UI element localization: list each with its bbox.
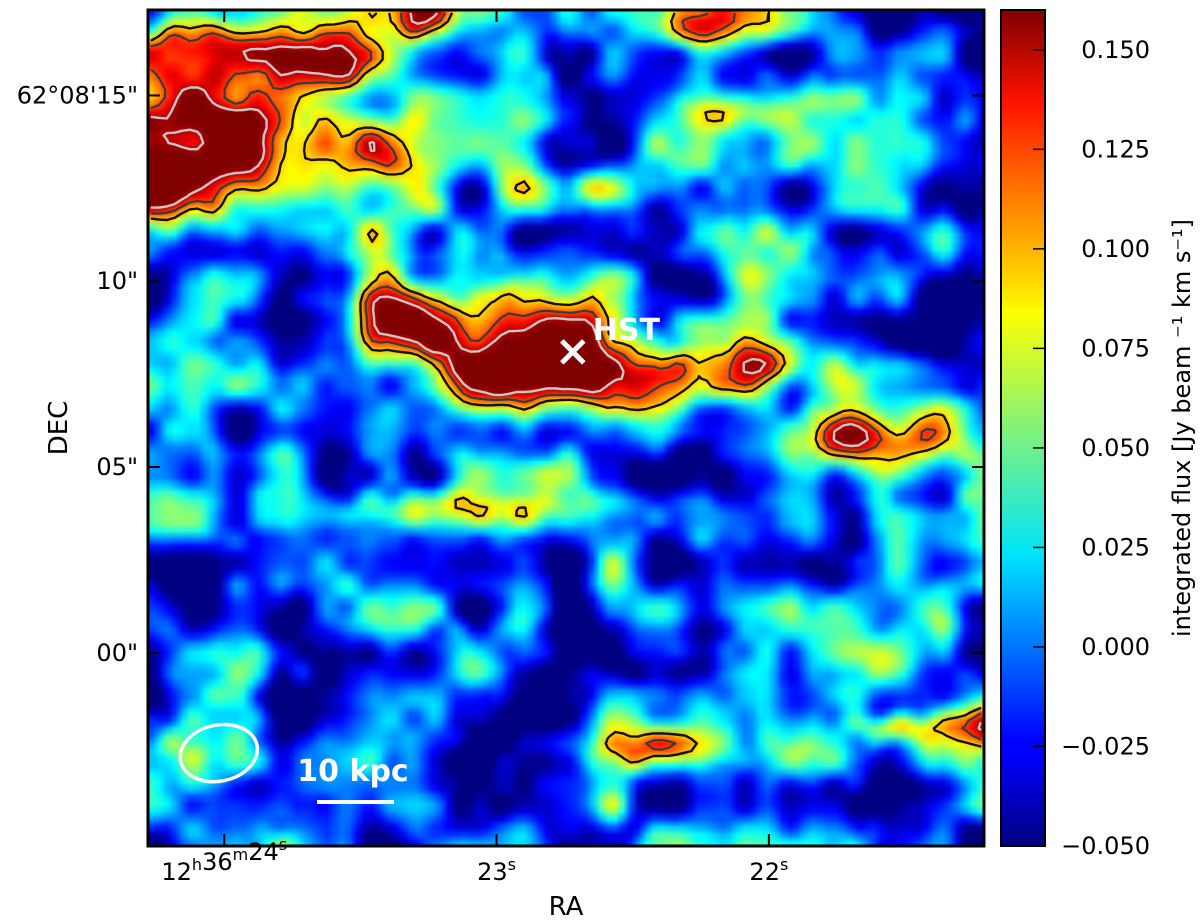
contour-line xyxy=(150,12,982,751)
flux-map-image xyxy=(148,10,984,846)
contour-layer xyxy=(150,12,982,764)
colorbar-tick-label: 0.100 xyxy=(1081,235,1150,263)
x-tick-label: 12h36m24s xyxy=(161,835,287,886)
x-tick-label: 23s xyxy=(477,855,516,886)
colorbar-tick-label: −0.025 xyxy=(1061,732,1150,760)
contour-line xyxy=(150,12,982,731)
y-tick-label: 05" xyxy=(96,453,138,481)
colorbar-label: integrated flux [Jy beam ⁻¹ km s⁻¹] xyxy=(1168,219,1196,637)
y-tick-label: 00" xyxy=(96,639,138,667)
colorbar-tick-label: 0.125 xyxy=(1081,135,1150,163)
hst-label: HST xyxy=(593,313,661,348)
colorbar-ticks: 0.150 0.125 0.100 0.075 0.050 0.025 0.000 −0.02… xyxy=(1033,36,1150,860)
map-frame xyxy=(146,8,986,848)
hst-cross-icon xyxy=(560,339,586,365)
y-axis-title: DEC xyxy=(44,401,74,456)
x-axis-ticks: 12h36m24s 23s 22s xyxy=(161,10,788,886)
colorbar-tick-label: 0.050 xyxy=(1081,434,1150,462)
contour-line xyxy=(150,12,982,764)
colorbar-tick-label: 0.000 xyxy=(1081,633,1150,661)
y-axis-ticks: 62°08'15" 10" 05" 00" xyxy=(17,81,984,667)
colorbar-tick-label: 0.025 xyxy=(1081,533,1150,561)
y-tick-label: 10" xyxy=(96,267,138,295)
colorbar-tick-label: −0.050 xyxy=(1061,832,1150,860)
scalebar: 10 kpc xyxy=(297,754,409,804)
colorbar-frame xyxy=(1000,9,1046,847)
beam-ellipse xyxy=(178,722,260,784)
hst-marker: HST xyxy=(560,313,661,365)
scalebar-label: 10 kpc xyxy=(297,754,408,789)
x-axis-title: RA xyxy=(549,892,584,922)
x-tick-label: 22s xyxy=(749,855,788,886)
colorbar-gradient xyxy=(1001,10,1045,846)
map-panel: 10 kpc HST 12h36m24s 23s 22s 62°08'15" 10" 0… xyxy=(17,8,986,886)
colorbar-tick-label: 0.075 xyxy=(1081,334,1150,362)
colorbar: 0.150 0.125 0.100 0.075 0.050 0.025 0.000 −0.02… xyxy=(1000,9,1196,860)
y-tick-label: 62°08'15" xyxy=(17,81,138,109)
colorbar-tick-label: 0.150 xyxy=(1081,36,1150,64)
